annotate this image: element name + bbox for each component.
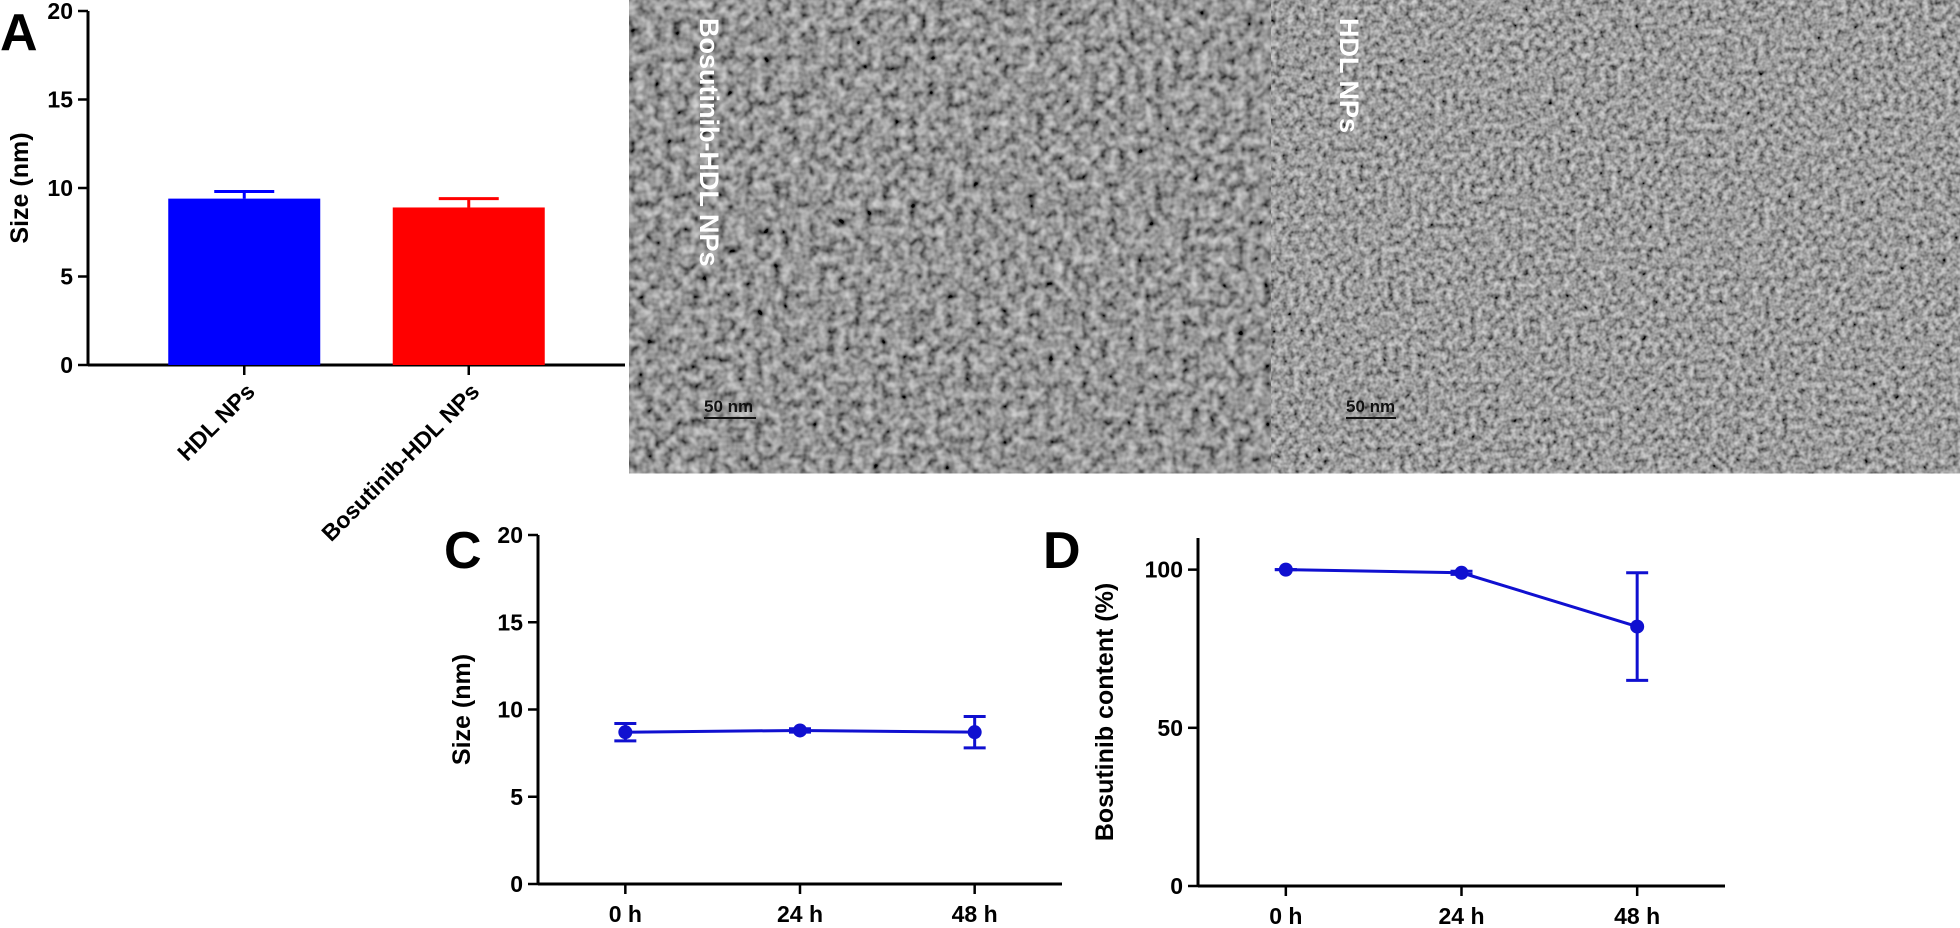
y-axis-label: Bosutinib content (%): [1091, 583, 1119, 841]
x-tick-label: Bosutinib-HDL NPs: [316, 378, 484, 546]
point: [618, 725, 633, 740]
y-tick-label: 0: [510, 871, 523, 897]
y-tick-label: 100: [1145, 557, 1183, 583]
micrograph-caption: Bosutinib-HDL NPs: [694, 18, 724, 267]
x-tick-label: 48 h: [952, 901, 998, 927]
panel-label: B: [650, 2, 688, 60]
micrograph: [1334, 8, 1960, 431]
panel-label: C: [444, 522, 482, 580]
y-tick-label: 50: [1157, 715, 1183, 741]
point: [1454, 565, 1469, 580]
x-tick-label: 24 h: [1438, 903, 1484, 928]
micrograph-caption: HDL NPs: [1334, 18, 1364, 133]
y-tick-label: 10: [497, 697, 523, 723]
y-tick-label: 0: [60, 352, 73, 378]
x-tick-label: 0 h: [1269, 903, 1302, 928]
micrograph: [692, 6, 1322, 431]
bar: [168, 198, 321, 365]
y-tick-label: 10: [47, 175, 73, 201]
y-tick-label: 0: [1170, 873, 1183, 899]
x-tick-label: 24 h: [777, 901, 823, 927]
y-tick-label: 15: [47, 87, 73, 113]
panel-label: A: [0, 4, 38, 62]
x-tick-label: 0 h: [609, 901, 642, 927]
y-tick-label: 5: [60, 264, 73, 290]
bar: [392, 207, 545, 365]
y-axis-label: Size (nm): [448, 654, 476, 765]
panel-label: D: [1043, 522, 1081, 580]
point: [967, 725, 982, 740]
point: [793, 723, 807, 738]
scale-bar-label: 50 nm: [1346, 397, 1395, 416]
y-tick-label: 5: [510, 784, 523, 810]
y-axis-label: Size (nm): [6, 132, 34, 243]
x-tick-label: 48 h: [1614, 903, 1660, 928]
scale-bar-label: 50 nm: [704, 397, 753, 416]
x-tick-label: HDL NPs: [172, 378, 260, 466]
y-tick-label: 20: [47, 0, 73, 24]
y-tick-label: 15: [497, 609, 523, 635]
micrograph-panel: B Bosutinib-HDL NPs HDL NPs 50 nm 50 nm: [650, 2, 1960, 431]
point: [1278, 562, 1293, 577]
y-tick-label: 20: [497, 522, 523, 548]
point: [1630, 619, 1645, 634]
